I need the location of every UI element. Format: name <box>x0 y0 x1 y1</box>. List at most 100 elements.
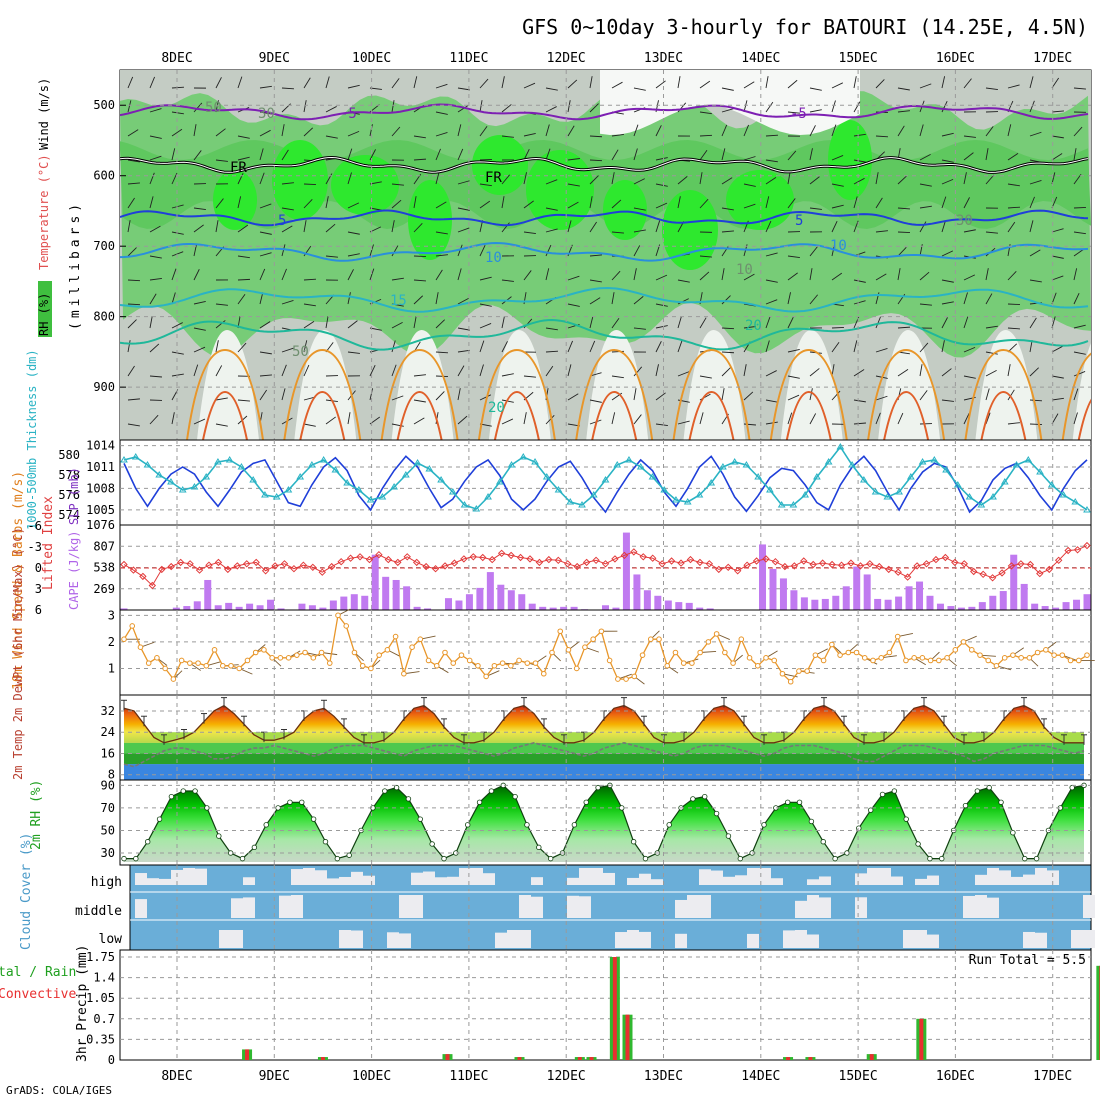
isotherm-20 <box>120 318 1089 351</box>
wind-barb <box>1073 206 1087 209</box>
cape-bar <box>978 602 986 610</box>
lifted-index-point <box>346 554 355 562</box>
cloud-block <box>507 930 519 948</box>
thickness-point <box>883 493 892 500</box>
wind-barb <box>919 205 932 209</box>
wind-barb <box>941 132 954 137</box>
wind-barb <box>567 303 580 307</box>
cloud-block <box>495 932 507 948</box>
wind-barb <box>479 200 491 209</box>
isotherm-15 <box>120 286 1089 313</box>
wind-barb <box>127 303 141 306</box>
wind-speed-point <box>359 662 366 669</box>
slp-line <box>123 455 1088 514</box>
isotherm-30 <box>493 390 540 440</box>
rh-point <box>642 855 649 862</box>
wind-barb <box>743 203 756 209</box>
wind-barb <box>853 369 865 377</box>
wind-barb <box>281 268 287 281</box>
cloud-block <box>795 900 807 918</box>
wind-barb <box>765 196 770 209</box>
cloud-block <box>327 878 339 885</box>
rh-point <box>145 839 151 845</box>
cape-bar <box>120 608 128 610</box>
cape-bar <box>455 600 463 610</box>
wind-barb <box>457 207 470 211</box>
thickness-line <box>123 445 1088 511</box>
cape-bar <box>392 579 400 610</box>
tick-label: 1005 <box>86 503 115 517</box>
wind-barb <box>655 220 661 233</box>
thickness-point <box>214 458 222 465</box>
temp2m-grid: 8 16 24 32 <box>101 695 1091 782</box>
wind-barb <box>171 268 177 281</box>
isotherm-30 <box>396 390 443 440</box>
wind-barb <box>765 134 779 137</box>
isotherm-label: FR <box>485 170 502 186</box>
wind-barb <box>897 175 908 185</box>
wind-barb <box>369 268 375 281</box>
lifted-index-point <box>1017 560 1025 568</box>
wind-barb <box>1073 351 1086 355</box>
lifted-index-point <box>337 557 345 566</box>
wind-barb <box>259 389 268 401</box>
cloud-block <box>459 868 471 885</box>
wind-barb <box>853 76 857 89</box>
wind-barb <box>589 196 593 209</box>
wind-barb <box>853 159 866 163</box>
rh-point <box>476 799 483 805</box>
rh-point <box>1033 855 1040 862</box>
wind-barb <box>215 159 228 162</box>
wind-barb <box>853 196 858 209</box>
wind-barb <box>149 278 162 281</box>
thickness-point <box>448 488 457 495</box>
wind-barb <box>215 423 228 427</box>
wind-barb <box>413 295 424 305</box>
thickness-point <box>589 491 598 498</box>
cloud-block <box>351 930 363 948</box>
cloud-level-high: high <box>91 875 122 890</box>
wind-barb <box>435 351 449 354</box>
wind-barb <box>127 197 135 209</box>
wind-barb <box>457 87 470 91</box>
cape-bar <box>895 596 903 610</box>
wind-barb <box>127 340 131 353</box>
day-label: 11DEC <box>449 1069 488 1084</box>
cloud-block <box>1023 874 1035 885</box>
lifted-index-point <box>913 562 921 570</box>
cape-bar <box>685 602 693 610</box>
wind-barb <box>193 346 206 353</box>
wind-barb <box>809 413 817 425</box>
wind-speed-point <box>170 676 177 682</box>
cape-bar <box>382 576 390 610</box>
cape-bar <box>916 581 924 610</box>
lifted-index-point <box>1083 541 1091 550</box>
wind-barb <box>633 124 639 137</box>
cloud-block <box>399 895 411 918</box>
wind-barb <box>633 268 637 281</box>
wind-barb <box>655 125 662 137</box>
thickness-point <box>566 498 575 505</box>
wind-barb <box>171 204 184 209</box>
rh-point <box>263 822 269 828</box>
wind-barb <box>193 102 203 113</box>
wind-speed-point <box>870 657 876 664</box>
wind-barb <box>413 196 417 209</box>
day-labels-top: 8DEC 9DEC 10DEC 11DEC 12DEC 13DEC 14DEC 15DEC 16… <box>161 51 1072 66</box>
wind-barb <box>413 399 426 403</box>
cape-bar <box>1083 594 1091 610</box>
rh-legend-label: RH (%) <box>37 293 51 336</box>
cape-bar <box>308 605 316 610</box>
wind-barb <box>1029 220 1034 233</box>
wind-barb <box>831 204 844 209</box>
temp-band <box>124 753 1084 765</box>
wind-speed-point <box>228 662 234 669</box>
rh-point <box>156 816 163 822</box>
tick-label: 1014 <box>86 439 115 453</box>
tick-label: 538 <box>93 561 115 575</box>
rh-point <box>974 788 981 794</box>
rh-point <box>796 799 803 805</box>
wind-barb <box>171 148 176 161</box>
precip-bar-total <box>1096 965 1100 1060</box>
wind-barb <box>281 87 295 90</box>
